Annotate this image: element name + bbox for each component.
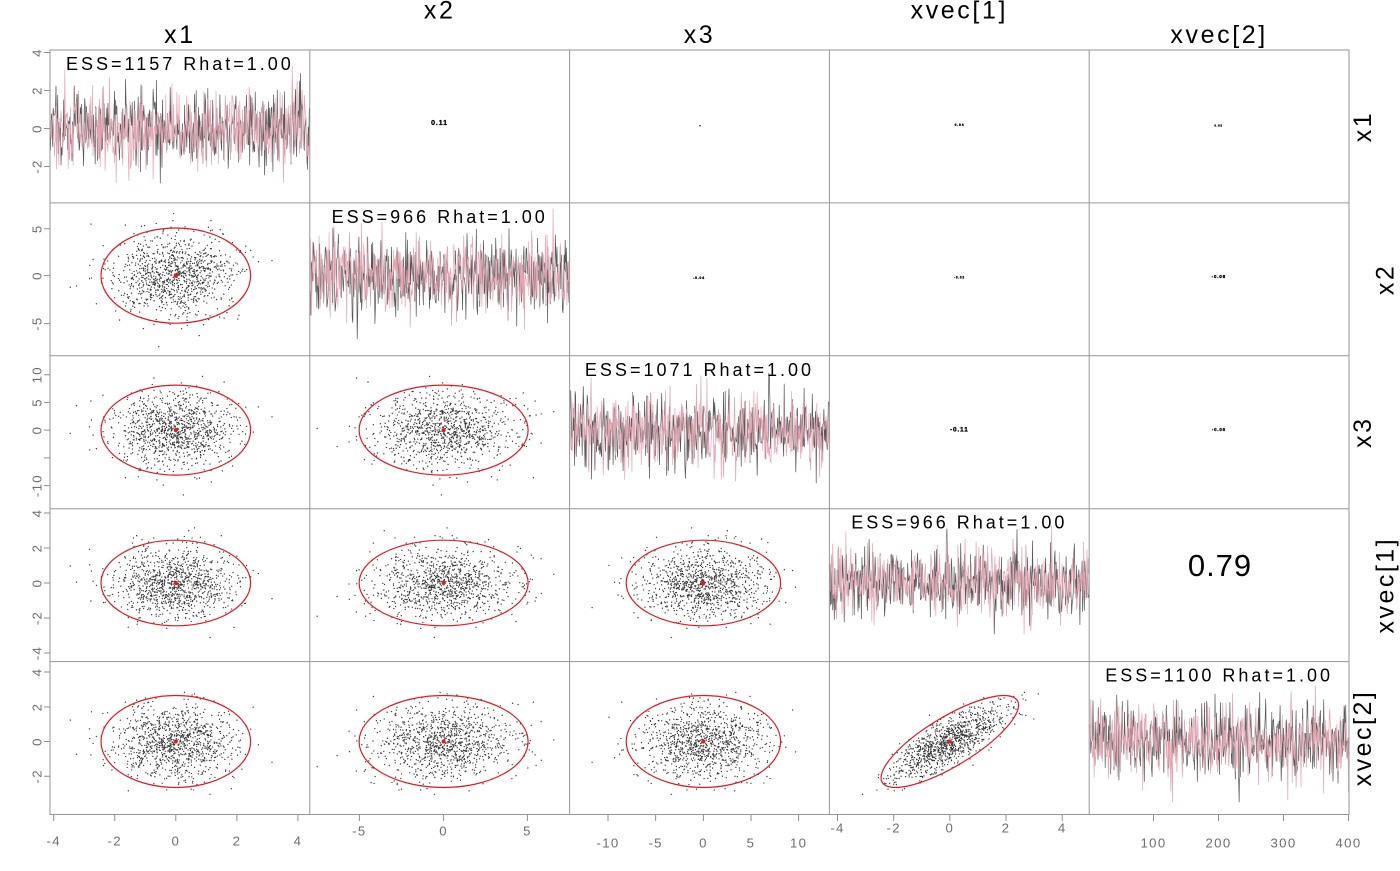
svg-text:xvec[2]: xvec[2] [1170, 21, 1267, 49]
svg-text:0.11: 0.11 [431, 120, 448, 127]
svg-text:5: 5 [523, 824, 532, 839]
svg-text:100: 100 [1141, 836, 1167, 851]
svg-text:-5: -5 [648, 836, 662, 851]
svg-text:0: 0 [30, 579, 45, 588]
svg-text:200: 200 [1206, 836, 1232, 851]
svg-text:ESS=1157 Rhat=1.00: ESS=1157 Rhat=1.00 [66, 54, 294, 74]
svg-text:4: 4 [294, 834, 303, 849]
svg-text:2: 2 [1002, 821, 1011, 836]
svg-text:5: 5 [747, 836, 756, 851]
svg-text:2: 2 [30, 544, 45, 553]
svg-text:2: 2 [233, 834, 242, 849]
svg-text:0: 0 [699, 836, 708, 851]
svg-text:0: 0 [171, 834, 180, 849]
svg-text:xvec[2]: xvec[2] [1349, 690, 1377, 787]
svg-text:-2: -2 [108, 834, 122, 849]
svg-text:0: 0 [30, 737, 45, 746]
svg-text:x2: x2 [424, 0, 456, 25]
svg-text:4: 4 [30, 48, 45, 57]
svg-text:-10: -10 [597, 836, 620, 851]
svg-text:-4: -4 [47, 834, 61, 849]
svg-text:x1: x1 [164, 21, 196, 49]
svg-text:x3: x3 [1349, 416, 1377, 447]
svg-text:-4: -4 [830, 821, 844, 836]
svg-text:-2: -2 [30, 611, 45, 625]
svg-text:4: 4 [1058, 821, 1067, 836]
svg-text:-2: -2 [30, 769, 45, 783]
svg-text:-2: -2 [30, 159, 45, 173]
svg-text:-0.04: -0.04 [693, 276, 705, 280]
svg-text:xvec[1]: xvec[1] [911, 0, 1008, 25]
svg-text:2: 2 [30, 703, 45, 712]
svg-text:10: 10 [790, 836, 807, 851]
svg-text:-4: -4 [30, 646, 45, 660]
svg-text:ESS=1100 Rhat=1.00: ESS=1100 Rhat=1.00 [1105, 666, 1333, 686]
svg-text:x1: x1 [1349, 111, 1377, 142]
svg-text:-0.06: -0.06 [1212, 427, 1226, 432]
svg-text:-0.11: -0.11 [950, 426, 969, 433]
svg-text:2: 2 [30, 86, 45, 95]
svg-text:0: 0 [30, 124, 45, 133]
svg-text:0.79: 0.79 [1188, 548, 1252, 583]
svg-text:-5: -5 [30, 316, 45, 330]
svg-text:-2: -2 [887, 821, 901, 836]
svg-text:ESS=966 Rhat=1.00: ESS=966 Rhat=1.00 [851, 513, 1067, 533]
svg-text:-10: -10 [30, 474, 45, 497]
svg-text:5: 5 [30, 224, 45, 233]
svg-text:300: 300 [1271, 836, 1297, 851]
svg-text:5: 5 [30, 398, 45, 407]
svg-text:0.04: 0.04 [955, 123, 965, 127]
svg-text:0: 0 [945, 821, 954, 836]
svg-text:x3: x3 [684, 21, 716, 49]
svg-text:0: 0 [439, 824, 448, 839]
svg-text:ESS=966 Rhat=1.00: ESS=966 Rhat=1.00 [332, 207, 548, 227]
svg-text:-5: -5 [352, 824, 366, 839]
svg-text:4: 4 [30, 668, 45, 677]
svg-text:0: 0 [30, 426, 45, 435]
svg-text:xvec[1]: xvec[1] [1372, 537, 1400, 634]
svg-text:0.02: 0.02 [1214, 123, 1222, 127]
svg-text:400: 400 [1336, 836, 1362, 851]
svg-text:-0.08: -0.08 [1212, 274, 1226, 279]
svg-text:-0.02: -0.02 [954, 275, 965, 279]
svg-text:x2: x2 [1372, 264, 1400, 295]
svg-text:10: 10 [30, 366, 45, 383]
svg-text:0: 0 [30, 271, 45, 280]
svg-text:4: 4 [30, 509, 45, 518]
svg-text:ESS=1071 Rhat=1.00: ESS=1071 Rhat=1.00 [585, 360, 814, 380]
